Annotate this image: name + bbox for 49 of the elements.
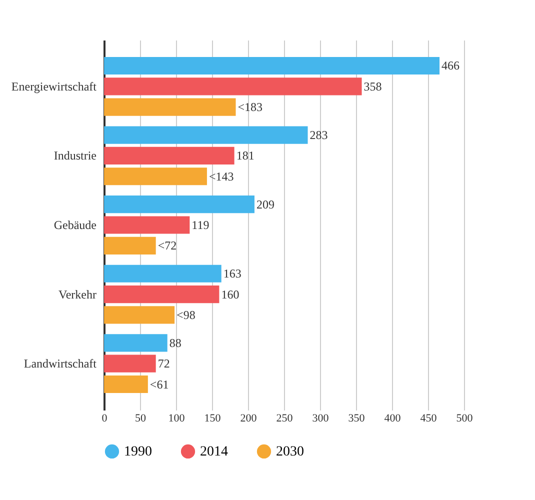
y-tick-label: Gebäude bbox=[54, 218, 96, 232]
data-label: 358 bbox=[364, 79, 382, 94]
x-tick-label: 0 bbox=[102, 412, 108, 424]
bar bbox=[104, 264, 222, 282]
bar bbox=[104, 78, 362, 96]
data-label: 163 bbox=[223, 266, 242, 281]
x-tick-label: 50 bbox=[135, 412, 146, 424]
bar bbox=[104, 196, 254, 214]
data-label: <61 bbox=[150, 377, 169, 392]
data-label: 181 bbox=[236, 148, 254, 163]
bar bbox=[104, 286, 220, 304]
data-label: <98 bbox=[176, 308, 196, 322]
bar bbox=[104, 56, 440, 75]
legend-label: 1990 bbox=[124, 444, 152, 460]
bar bbox=[104, 216, 190, 234]
bar bbox=[104, 168, 207, 186]
legend-label: 2030 bbox=[276, 444, 304, 460]
bar bbox=[104, 236, 156, 254]
data-label: <72 bbox=[158, 238, 177, 253]
legend-label: 2014 bbox=[200, 444, 228, 460]
x-tick-label: 150 bbox=[204, 412, 222, 424]
x-tick-label: 250 bbox=[276, 412, 294, 424]
x-tick-label: 350 bbox=[348, 412, 366, 424]
data-label: <183 bbox=[238, 100, 263, 114]
data-label: <143 bbox=[208, 169, 234, 184]
y-tick-label: Verkehr bbox=[58, 287, 96, 302]
bar bbox=[104, 306, 175, 324]
data-label: 283 bbox=[310, 128, 328, 142]
data-label: 72 bbox=[158, 356, 170, 371]
y-tick-label: Industrie bbox=[54, 148, 96, 163]
data-label: 88 bbox=[169, 336, 182, 350]
x-tick-label: 400 bbox=[384, 412, 402, 424]
bar bbox=[104, 354, 156, 372]
x-tick-label: 300 bbox=[312, 412, 330, 424]
bar bbox=[104, 375, 148, 394]
bar bbox=[104, 146, 234, 164]
y-tick-label: Energiewirtschaft bbox=[11, 79, 98, 94]
bar bbox=[104, 98, 236, 116]
x-tick-label: 500 bbox=[456, 412, 474, 424]
y-tick-label: Landwirtschaft bbox=[24, 356, 98, 371]
data-label: 209 bbox=[256, 197, 274, 212]
data-label: 160 bbox=[221, 287, 240, 302]
data-label: 119 bbox=[192, 218, 210, 232]
x-tick-label: 100 bbox=[168, 412, 186, 424]
bar bbox=[104, 126, 308, 144]
x-tick-label: 200 bbox=[240, 412, 258, 424]
bar bbox=[104, 334, 168, 352]
data-label: 466 bbox=[442, 58, 460, 73]
x-tick-label: 450 bbox=[420, 412, 438, 424]
